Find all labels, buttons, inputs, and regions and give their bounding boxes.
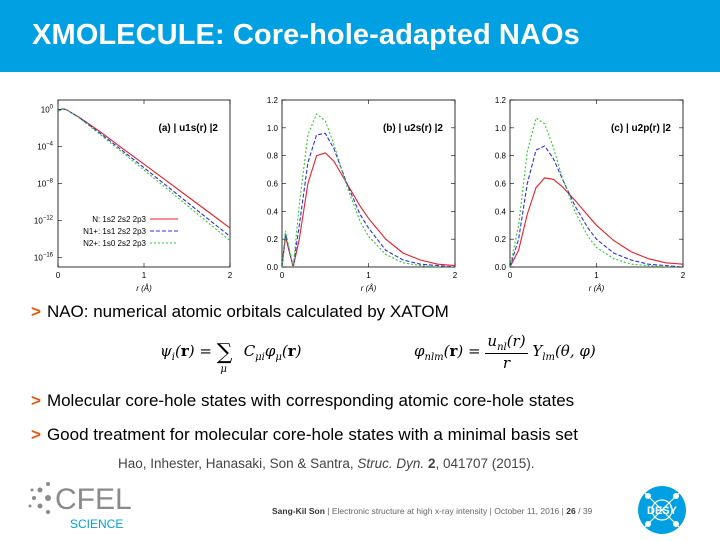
citation-journal: Struc. Dyn. [357, 456, 425, 471]
footer-total: 39 [582, 506, 593, 516]
series-line-1 [282, 152, 455, 267]
title-bar: XMOLECULE: Core-hole-adapted NAOs [0, 0, 720, 72]
series-line-3 [58, 107, 230, 242]
cfel-dots-icon [28, 482, 51, 514]
bullet-1: > NAO: numerical atomic orbitals calculat… [31, 302, 449, 322]
chart-panel-c: 0 1 2 r (Å) 0.0 0.2 0.4 0.6 0.8 1.0 1.2 (c) | u2p(r… [495, 96, 686, 293]
bullet-2: > Molecular core-hole states with corresp… [31, 391, 574, 411]
bullet-2-text: Molecular core-hole states with correspo… [46, 391, 575, 410]
x-tick-label: 1 [594, 271, 599, 280]
y-tick-label: 10−16 [34, 253, 54, 263]
footer-author: Sang-Kil Son [272, 506, 325, 516]
series-line-1 [510, 177, 683, 267]
y-tick-label: 10−4 [37, 141, 53, 151]
bullet-marker: > [31, 391, 41, 410]
equation-2: φnlm(r) = unl(r) r Ylm(θ, φ) [414, 332, 596, 372]
y-tick-label: 1.0 [495, 124, 507, 133]
x-axis-label: r (Å) [136, 284, 152, 293]
citation-authors: Hao, Inhester, Hanasaki, Son & Santra, [118, 456, 354, 471]
cfel-logo: CFEL SCIENCE [28, 476, 148, 539]
citation: Hao, Inhester, Hanasaki, Son & Santra, S… [118, 456, 535, 471]
panel-title: (a) | u1s(r) |2 [159, 123, 219, 134]
footer-date: October 11, 2016 [494, 506, 560, 516]
x-tick-label: 2 [228, 271, 233, 280]
y-tick-label: 0.4 [267, 207, 279, 216]
y-tick-label: 100 [41, 104, 54, 114]
y-tick-label: 1.0 [267, 124, 279, 133]
bullet-1-text: NAO: numerical atomic orbitals calculate… [46, 302, 449, 321]
x-tick-label: 1 [366, 271, 371, 280]
x-tick-label: 0 [508, 271, 513, 280]
chart-panel-a: 0 1 2 r (Å) 100 10−4 10−8 10−12 10−16 (a) | u1s(r… [34, 99, 233, 293]
x-tick-label: 0 [280, 271, 285, 280]
y-tick-label: 0.6 [495, 180, 507, 189]
series-line-3 [282, 113, 455, 267]
series-line-2 [510, 145, 683, 267]
cfel-logo-text: CFEL [55, 483, 132, 516]
x-axis-label: r (Å) [361, 284, 377, 293]
y-tick-label: 0.6 [267, 180, 279, 189]
bullet-3-text: Good treatment for molecular core-hole s… [46, 425, 578, 444]
x-tick-label: 1 [142, 271, 147, 280]
footer-page: 26 [566, 506, 576, 516]
y-tick-label: 0.4 [495, 207, 507, 216]
legend-label: N1+: 1s1 2s2 2p3 [83, 227, 146, 236]
x-tick-label: 2 [453, 271, 458, 280]
series-line-3 [510, 117, 683, 267]
cfel-logo-subtext: SCIENCE [70, 517, 123, 531]
y-tick-label: 0.2 [267, 235, 279, 244]
desy-logo-text: DESY [647, 505, 678, 517]
y-tick-label: 1.2 [267, 96, 279, 105]
x-tick-label: 0 [56, 271, 61, 280]
chart-panel-b: 0 1 2 r (Å) 0.0 0.2 0.4 0.6 0.8 1.0 1.2 (b) | u2s(r… [267, 96, 458, 293]
y-tick-label: 1.2 [495, 96, 507, 105]
panel-title: (c) | u2p(r) |2 [611, 123, 671, 134]
desy-logo: DESY [636, 484, 688, 541]
y-tick-label: 10−12 [34, 216, 54, 226]
y-tick-label: 0.0 [495, 263, 507, 272]
legend-label: N: 1s2 2s2 2p3 [92, 215, 146, 224]
footer-talk: Electronic structure at high x-ray inten… [331, 506, 488, 516]
y-tick-label: 10−8 [37, 179, 53, 189]
legend-label: N2+: 1s0 2s2 2p3 [83, 239, 146, 248]
slide-title: XMOLECULE: Core-hole-adapted NAOs [32, 19, 580, 51]
y-tick-label: 0.8 [267, 152, 279, 161]
equation-1: ψi(r) = ∑μ Cμiφμ(r) [160, 340, 302, 375]
series-line-2 [282, 132, 455, 267]
bullet-3: > Good treatment for molecular core-hole … [31, 425, 578, 445]
citation-rest: , 041707 (2015). [435, 456, 535, 471]
y-tick-label: 0.0 [267, 263, 279, 272]
x-tick-label: 2 [681, 271, 686, 280]
bullet-marker: > [31, 302, 41, 321]
y-tick-label: 0.2 [495, 235, 507, 244]
bullet-marker: > [31, 425, 41, 444]
y-tick-label: 0.8 [495, 152, 507, 161]
footer: Sang-Kil Son | Electronic structure at h… [272, 506, 593, 516]
x-axis-label: r (Å) [589, 284, 605, 293]
panel-title: (b) | u2s(r) |2 [383, 123, 443, 134]
citation-volume: 2 [427, 456, 436, 471]
